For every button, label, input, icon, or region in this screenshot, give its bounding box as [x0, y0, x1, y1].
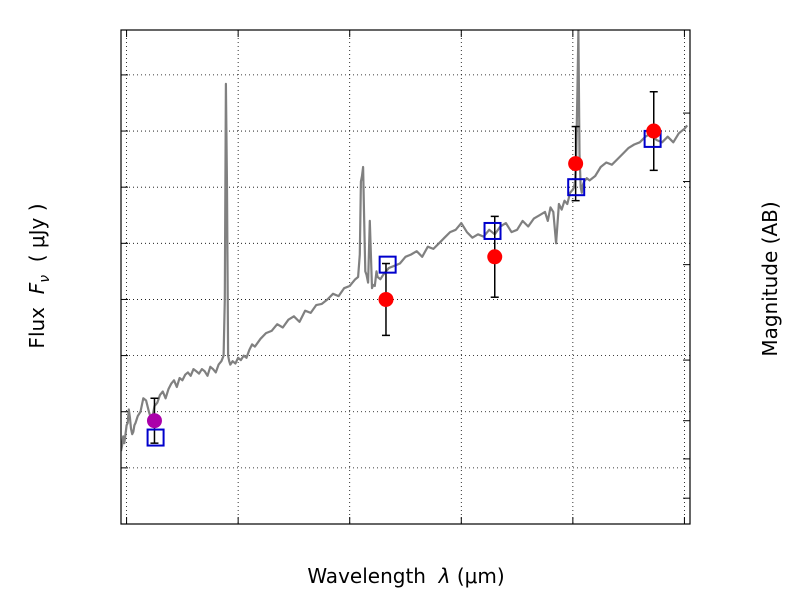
x-axis-lambda-symbol: λ: [438, 564, 451, 588]
observed-point-2: [487, 249, 503, 265]
y-axis-flux-symbol: F: [25, 282, 49, 294]
y2-axis-title: Magnitude (AB): [758, 201, 782, 356]
x-axis-title-prefix: Wavelength: [307, 564, 438, 588]
observed-point-3: [568, 156, 584, 172]
x-axis-title: Wavelength λ (μm): [307, 564, 504, 588]
axis-ticks: [121, 29, 690, 525]
y-axis-title: Flux Fν ( μJy ): [25, 203, 53, 348]
observed-point-4: [646, 123, 662, 139]
model-square-2: [483, 221, 502, 240]
model-square-1: [378, 255, 397, 274]
model-square-0: [146, 428, 165, 447]
observed-point-1: [378, 291, 394, 307]
y-axis-flux-subscript: ν: [37, 275, 53, 283]
plot-frame: [120, 29, 691, 525]
y-axis-title-unit: ( μJy ): [25, 203, 49, 275]
x-axis-title-unit: (μm): [451, 564, 505, 588]
observed-point-0: [146, 413, 162, 429]
y-axis-title-prefix: Flux: [25, 294, 49, 348]
plot-area: [121, 30, 689, 452]
model-square-3: [567, 178, 586, 197]
